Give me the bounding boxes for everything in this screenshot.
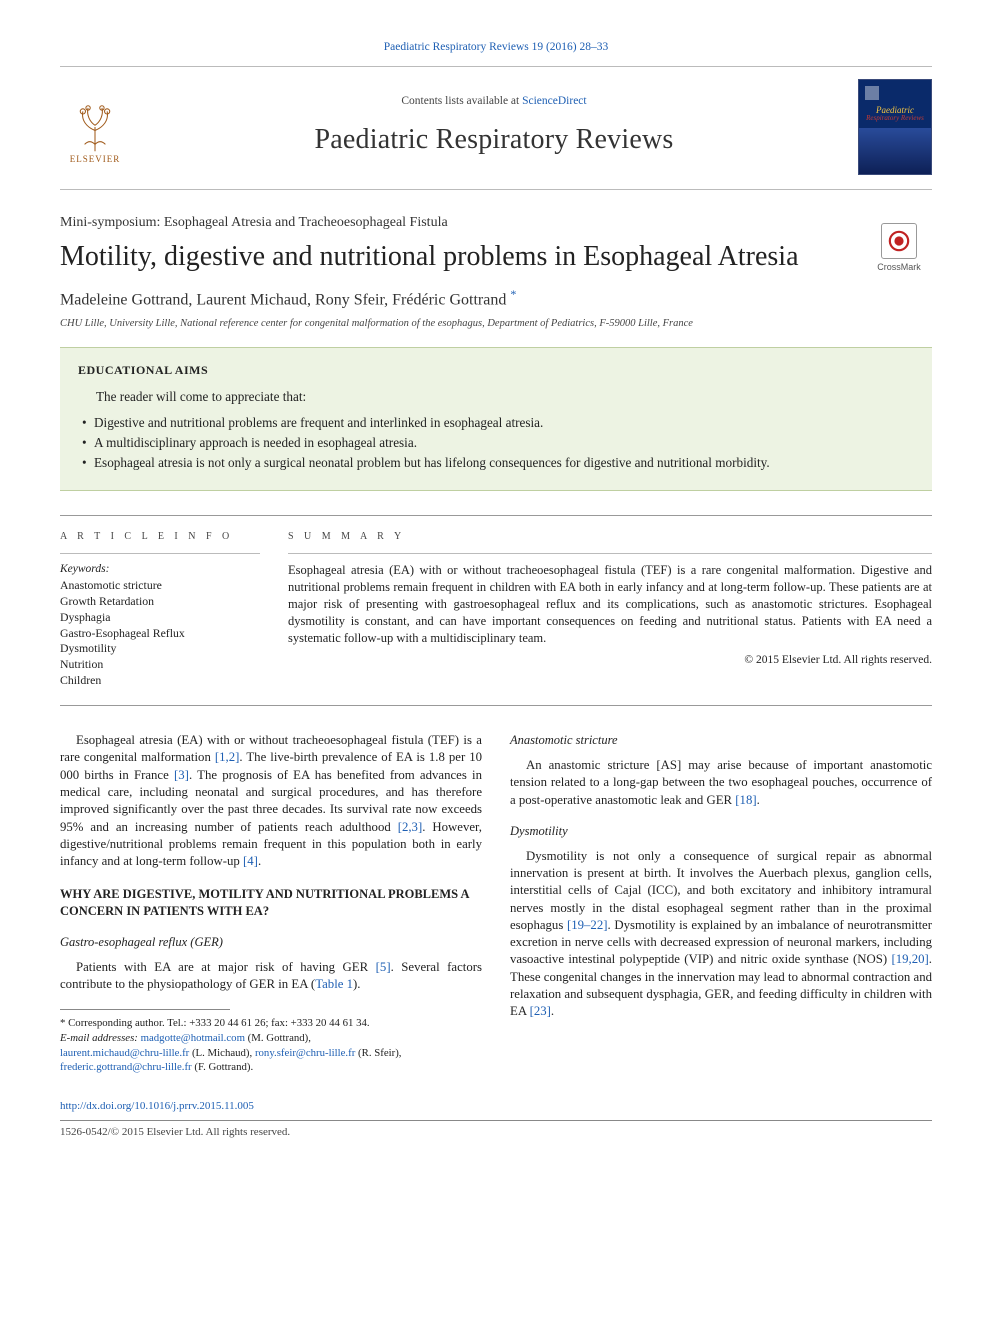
journal-cover-thumb: Paediatric Respiratory Reviews xyxy=(858,79,932,175)
ref-link[interactable]: [23] xyxy=(530,1004,551,1018)
article-info: A R T I C L E I N F O Keywords: Anastomo… xyxy=(60,530,260,689)
ref-link[interactable]: [19–22] xyxy=(567,918,608,932)
sciencedirect-link[interactable]: ScienceDirect xyxy=(522,95,587,107)
educational-aim-item: Digestive and nutritional problems are f… xyxy=(82,414,914,432)
ref-link[interactable]: [4] xyxy=(243,854,258,868)
email-link[interactable]: madgotte@hotmail.com xyxy=(141,1032,245,1044)
keyword: Dysphagia xyxy=(60,610,260,626)
corresponding-author-link[interactable]: * xyxy=(510,287,516,301)
ger-paragraph: Patients with EA are at major risk of ha… xyxy=(60,959,482,994)
keyword: Dysmotility xyxy=(60,641,260,657)
crossmark-badge[interactable]: CrossMark xyxy=(866,223,932,273)
authors: Madeleine Gottrand, Laurent Michaud, Ron… xyxy=(60,286,932,311)
text: . xyxy=(551,1004,554,1018)
subheading-dysmotility: Dysmotility xyxy=(510,823,932,840)
keyword: Anastomotic stricture xyxy=(60,578,260,594)
contents-available: Contents lists available at ScienceDirec… xyxy=(144,94,844,110)
intro-paragraph: Esophageal atresia (EA) with or without … xyxy=(60,732,482,870)
ref-link[interactable]: [3] xyxy=(174,768,189,782)
keyword: Nutrition xyxy=(60,657,260,673)
affiliation: CHU Lille, University Lille, National re… xyxy=(60,317,932,331)
footnotes-block: * Corresponding author. Tel.: +333 20 44… xyxy=(60,1009,482,1074)
section-heading-why: WHY ARE DIGESTIVE, MOTILITY AND NUTRITIO… xyxy=(60,886,482,920)
keywords-label: Keywords: xyxy=(60,562,260,578)
doi-link[interactable]: http://dx.doi.org/10.1016/j.prrv.2015.11… xyxy=(60,1100,254,1112)
email-link[interactable]: laurent.michaud@chru-lille.fr xyxy=(60,1047,189,1059)
doi-footer: http://dx.doi.org/10.1016/j.prrv.2015.11… xyxy=(60,1099,932,1140)
crossmark-label: CrossMark xyxy=(877,261,921,273)
email-link[interactable]: rony.sfeir@chru-lille.fr xyxy=(255,1047,355,1059)
email-who: (M. Gottrand), xyxy=(245,1032,311,1044)
article-body: Esophageal atresia (EA) with or without … xyxy=(60,732,932,1075)
ref-link[interactable]: [1,2] xyxy=(215,750,240,764)
summary-text: Esophageal atresia (EA) with or without … xyxy=(288,562,932,646)
ref-link[interactable]: [2,3] xyxy=(398,820,423,834)
corresponding-note: * Corresponding author. Tel.: +333 20 44… xyxy=(60,1016,482,1031)
elsevier-logo: ELSEVIER xyxy=(60,88,130,166)
ref-link[interactable]: [18] xyxy=(735,793,756,807)
educational-aims-list: Digestive and nutritional problems are f… xyxy=(78,414,914,471)
journal-title: Paediatric Respiratory Reviews xyxy=(144,121,844,159)
doi-separator xyxy=(60,1120,932,1121)
contents-pre: Contents lists available at xyxy=(401,95,522,107)
email-label: E-mail addresses: xyxy=(60,1032,141,1044)
email-who: (F. Gottrand). xyxy=(192,1061,254,1073)
text: . xyxy=(757,793,760,807)
educational-aims-lead: The reader will come to appreciate that: xyxy=(78,388,914,406)
summary-heading: S U M M A R Y xyxy=(288,530,932,544)
keyword: Gastro-Esophageal Reflux xyxy=(60,626,260,642)
ref-link[interactable]: [5] xyxy=(376,960,391,974)
cover-word1: Paediatric xyxy=(876,105,914,115)
mini-symposium-line: Mini-symposium: Esophageal Atresia and T… xyxy=(60,214,932,233)
masthead: ELSEVIER Contents lists available at Sci… xyxy=(60,66,932,190)
educational-aims-heading: EDUCATIONAL AIMS xyxy=(78,362,914,378)
dysmotility-paragraph: Dysmotility is not only a consequence of… xyxy=(510,848,932,1021)
journal-citation-link[interactable]: Paediatric Respiratory Reviews 19 (2016)… xyxy=(384,41,609,53)
email-who: (L. Michaud), xyxy=(189,1047,255,1059)
elsevier-tree-icon xyxy=(69,101,121,153)
elsevier-label: ELSEVIER xyxy=(70,153,121,165)
educational-aim-item: A multidisciplinary approach is needed i… xyxy=(82,434,914,452)
crossmark-icon xyxy=(881,223,917,259)
text: An anastomic stricture [AS] may arise be… xyxy=(510,758,932,807)
email-who: (R. Sfeir), xyxy=(355,1047,401,1059)
table-ref-link[interactable]: Table 1 xyxy=(315,977,353,991)
summary: S U M M A R Y Esophageal atresia (EA) wi… xyxy=(288,530,932,668)
article-info-heading: A R T I C L E I N F O xyxy=(60,530,260,544)
keyword: Growth Retardation xyxy=(60,594,260,610)
info-summary-row: A R T I C L E I N F O Keywords: Anastomo… xyxy=(60,515,932,706)
email-addresses: E-mail addresses: madgotte@hotmail.com (… xyxy=(60,1031,482,1075)
email-link[interactable]: frederic.gottrand@chru-lille.fr xyxy=(60,1061,192,1073)
subheading-ger: Gastro-esophageal reflux (GER) xyxy=(60,934,482,951)
issn-copyright: 1526-0542/© 2015 Elsevier Ltd. All right… xyxy=(60,1125,932,1140)
journal-citation: Paediatric Respiratory Reviews 19 (2016)… xyxy=(60,40,932,56)
keyword: Children xyxy=(60,673,260,689)
educational-aims-box: EDUCATIONAL AIMS The reader will come to… xyxy=(60,347,932,490)
authors-names: Madeleine Gottrand, Laurent Michaud, Ron… xyxy=(60,292,506,309)
text: ). xyxy=(353,977,360,991)
subheading-anastomotic: Anastomotic stricture xyxy=(510,732,932,749)
ref-link[interactable]: [19,20] xyxy=(891,952,928,966)
article-title: Motility, digestive and nutritional prob… xyxy=(60,238,932,276)
educational-aim-item: Esophageal atresia is not only a surgica… xyxy=(82,454,914,472)
footnote-separator xyxy=(60,1009,230,1010)
summary-copyright: © 2015 Elsevier Ltd. All rights reserved… xyxy=(288,653,932,669)
anastomotic-paragraph: An anastomic stricture [AS] may arise be… xyxy=(510,757,932,809)
text: . xyxy=(258,854,261,868)
cover-word2: Respiratory Reviews xyxy=(863,115,927,123)
text: Patients with EA are at major risk of ha… xyxy=(76,960,376,974)
